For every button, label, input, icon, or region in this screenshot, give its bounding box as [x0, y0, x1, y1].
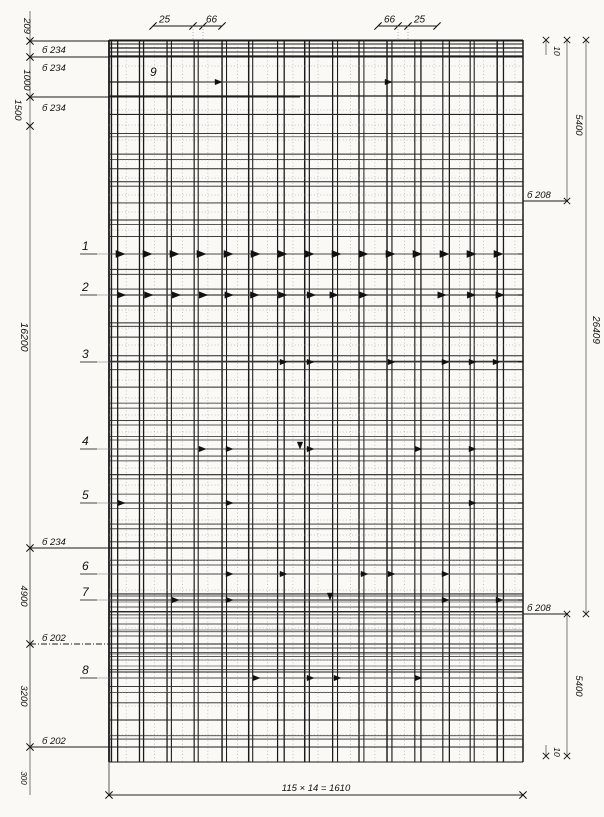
svg-text:3: 3: [82, 347, 89, 361]
svg-text:4: 4: [82, 434, 89, 448]
svg-text:1500: 1500: [12, 99, 23, 121]
svg-text:б 234: б 234: [42, 63, 66, 74]
svg-text:6: 6: [82, 559, 89, 573]
svg-text:3200: 3200: [18, 685, 29, 707]
svg-text:209: 209: [21, 17, 32, 35]
svg-text:66: 66: [384, 15, 396, 26]
svg-text:5400: 5400: [573, 675, 584, 697]
svg-text:8: 8: [82, 663, 89, 677]
svg-text:26409: 26409: [590, 315, 601, 344]
svg-text:10: 10: [552, 747, 562, 757]
svg-text:б 234: б 234: [42, 103, 66, 114]
svg-text:4900: 4900: [18, 585, 29, 607]
svg-text:9: 9: [150, 65, 157, 79]
svg-text:б 202: б 202: [42, 633, 67, 644]
svg-text:25: 25: [158, 15, 171, 26]
svg-text:16200: 16200: [18, 322, 30, 351]
svg-text:б 208: б 208: [527, 190, 552, 201]
svg-text:1: 1: [82, 239, 89, 253]
svg-text:25: 25: [413, 15, 426, 26]
svg-text:б 234: б 234: [42, 537, 66, 548]
svg-text:б 234: б 234: [42, 45, 66, 56]
svg-text:5: 5: [82, 488, 89, 502]
svg-text:66: 66: [206, 15, 218, 26]
svg-text:5400: 5400: [573, 114, 584, 136]
svg-text:2: 2: [81, 280, 89, 294]
svg-text:б 208: б 208: [527, 603, 552, 614]
svg-text:б 202: б 202: [42, 736, 67, 747]
svg-text:300: 300: [19, 771, 28, 785]
svg-text:115 × 14 = 1610: 115 × 14 = 1610: [282, 783, 351, 794]
svg-text:1000: 1000: [21, 69, 32, 91]
svg-text:10: 10: [552, 46, 562, 56]
